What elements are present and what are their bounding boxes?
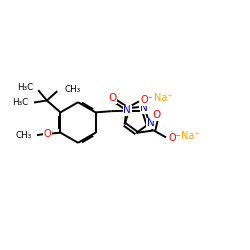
Text: O: O bbox=[44, 129, 52, 139]
Text: N: N bbox=[123, 105, 131, 115]
Text: CH₃: CH₃ bbox=[64, 85, 80, 94]
Text: O⁻: O⁻ bbox=[141, 96, 154, 106]
Text: Na⁺: Na⁺ bbox=[154, 93, 173, 103]
Text: N: N bbox=[147, 118, 154, 128]
Text: O⁻: O⁻ bbox=[168, 133, 181, 143]
Text: N: N bbox=[140, 103, 148, 113]
Text: H₃C: H₃C bbox=[17, 83, 33, 92]
Text: O: O bbox=[108, 94, 117, 104]
Text: O: O bbox=[152, 110, 161, 120]
Text: H₃C: H₃C bbox=[12, 98, 28, 107]
Text: CH₃: CH₃ bbox=[15, 131, 31, 140]
Text: Na⁺: Na⁺ bbox=[181, 131, 200, 141]
